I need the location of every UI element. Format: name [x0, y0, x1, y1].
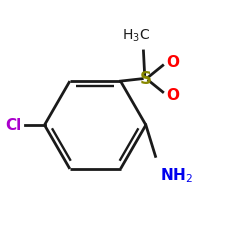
Text: H$_3$C: H$_3$C [122, 28, 150, 44]
Text: Cl: Cl [5, 118, 21, 132]
Text: NH$_2$: NH$_2$ [160, 166, 193, 185]
Text: S: S [140, 70, 152, 88]
Text: O: O [166, 88, 179, 102]
Text: O: O [166, 55, 179, 70]
